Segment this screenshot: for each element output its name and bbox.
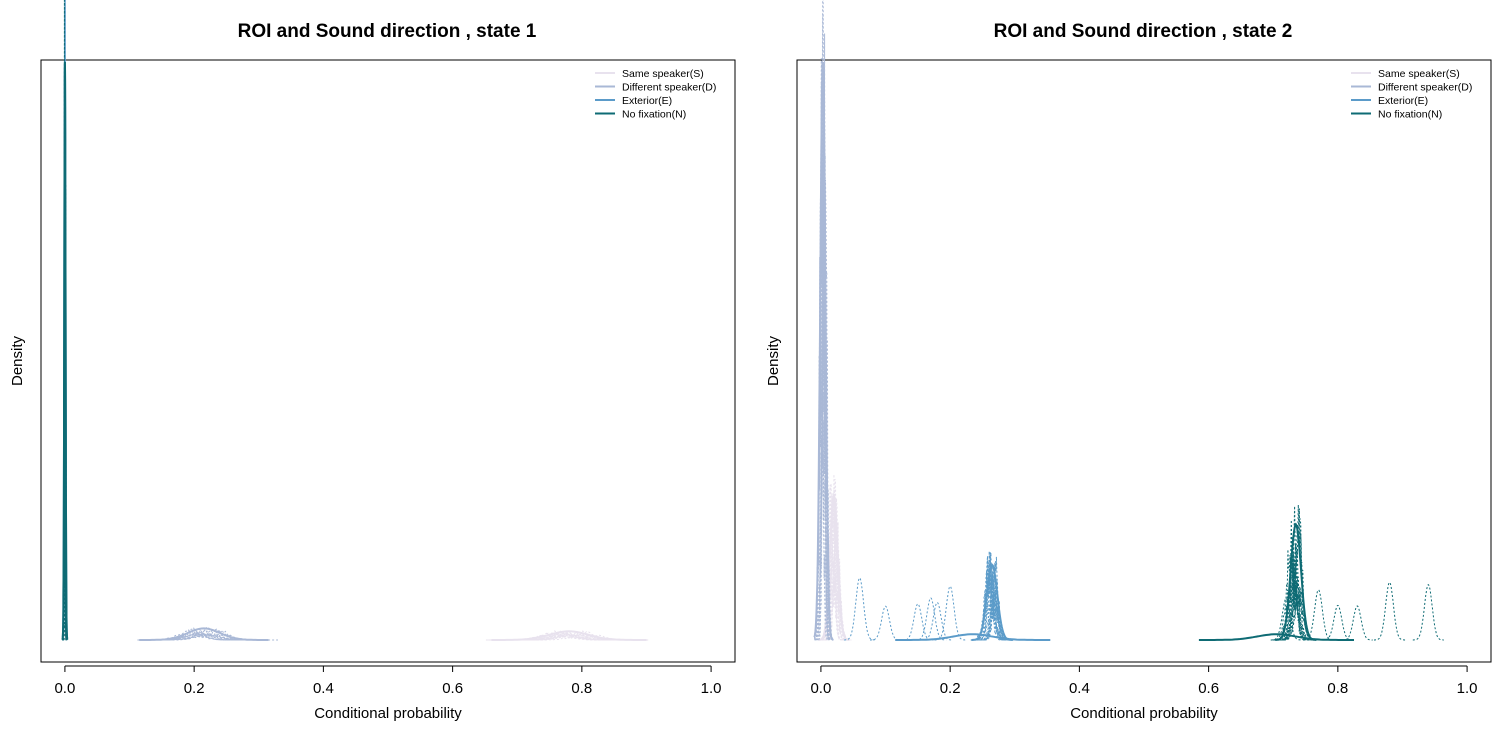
- density-different-speaker-d-individual: [816, 253, 830, 641]
- density-exterior-e-individual: [975, 552, 1004, 641]
- density-different-speaker-d-individual: [156, 632, 251, 641]
- x-tick-label: 0.2: [940, 680, 961, 697]
- density-exterior-e-individual: [915, 597, 947, 641]
- density-no-fixation-n-individual: [1412, 583, 1444, 641]
- x-axis-label: Conditional probability: [1070, 705, 1218, 722]
- density-exterior-e-individual: [985, 580, 1007, 641]
- density-same-speaker-s-main: [818, 492, 850, 641]
- density-different-speaker-d-individual: [814, 280, 830, 641]
- density-no-fixation-n-individual: [1341, 605, 1373, 641]
- density-exterior-e-individual: [844, 577, 876, 641]
- density-different-speaker-d-main: [813, 61, 834, 641]
- density-no-fixation-n-main: [61, 61, 69, 641]
- density-different-speaker-d-individual: [164, 628, 264, 641]
- x-tick-label: 0.4: [1069, 680, 1090, 697]
- y-axis-label: Density: [9, 335, 26, 386]
- plot-frame: [796, 59, 1492, 663]
- density-exterior-e-individual: [981, 592, 1008, 641]
- legend-label: Same speaker(S): [1378, 68, 1460, 80]
- density-different-speaker-d-individual: [147, 633, 240, 641]
- density-no-fixation-n-individual: [1270, 597, 1302, 641]
- density-different-speaker-d-individual: [139, 627, 248, 641]
- density-no-fixation-n-main: [1275, 522, 1317, 641]
- x-tick-label: 0.0: [54, 680, 75, 697]
- density-same-speaker-s-individual: [821, 542, 843, 641]
- x-tick-label: 0.2: [184, 680, 205, 697]
- legend-label: No fixation(N): [622, 109, 686, 121]
- chart-title: ROI and Sound direction , state 2: [994, 21, 1293, 42]
- density-no-fixation-n-individual: [1374, 581, 1406, 641]
- legend-label: Different speaker(D): [622, 82, 716, 94]
- legend-label: No fixation(N): [1378, 109, 1442, 121]
- density-exterior-e-main: [971, 563, 1013, 641]
- density-exterior-e-pooled: [895, 633, 1051, 641]
- density-no-fixation-n-individual: [1272, 506, 1313, 641]
- density-exterior-e-individual: [921, 601, 953, 641]
- density-exterior-e-individual: [979, 608, 1011, 641]
- x-axis-label: Conditional probability: [314, 705, 462, 722]
- x-tick-label: 0.4: [313, 680, 334, 697]
- chart-title: ROI and Sound direction , state 1: [238, 21, 537, 42]
- density-exterior-e-individual: [934, 585, 966, 641]
- density-same-speaker-s-main: [491, 630, 647, 641]
- x-tick-label: 0.6: [1198, 680, 1219, 697]
- density-different-speaker-d-individual: [164, 630, 250, 641]
- legend-label: Same speaker(S): [622, 68, 704, 80]
- x-tick-label: 1.0: [701, 680, 722, 697]
- chart-panel-1: ROI and Sound direction , state 1 Density…: [9, 0, 736, 722]
- legend-label: Exterior(E): [622, 95, 672, 107]
- x-tick-label: 0.6: [442, 680, 463, 697]
- x-tick-label: 0.8: [571, 680, 592, 697]
- x-tick-label: 0.8: [1327, 680, 1348, 697]
- density-same-speaker-s-individual: [527, 634, 614, 641]
- density-different-speaker-d-main: [139, 627, 269, 641]
- density-same-speaker-s-individual: [821, 568, 852, 641]
- chart-panel-2: ROI and Sound direction , state 2 Density…: [765, 0, 1492, 722]
- legend-label: Exterior(E): [1378, 95, 1428, 107]
- density-exterior-e-individual: [870, 605, 901, 641]
- x-tick-label: 0.0: [810, 680, 831, 697]
- density-exterior-e-individual: [902, 603, 934, 641]
- plot-frame: [40, 59, 736, 663]
- density-no-fixation-n-pooled: [1198, 633, 1354, 641]
- legend-label: Different speaker(D): [1378, 82, 1472, 94]
- y-axis-label: Density: [765, 335, 782, 386]
- x-tick-label: 1.0: [1457, 680, 1478, 697]
- density-exterior-e-individual: [983, 556, 1008, 641]
